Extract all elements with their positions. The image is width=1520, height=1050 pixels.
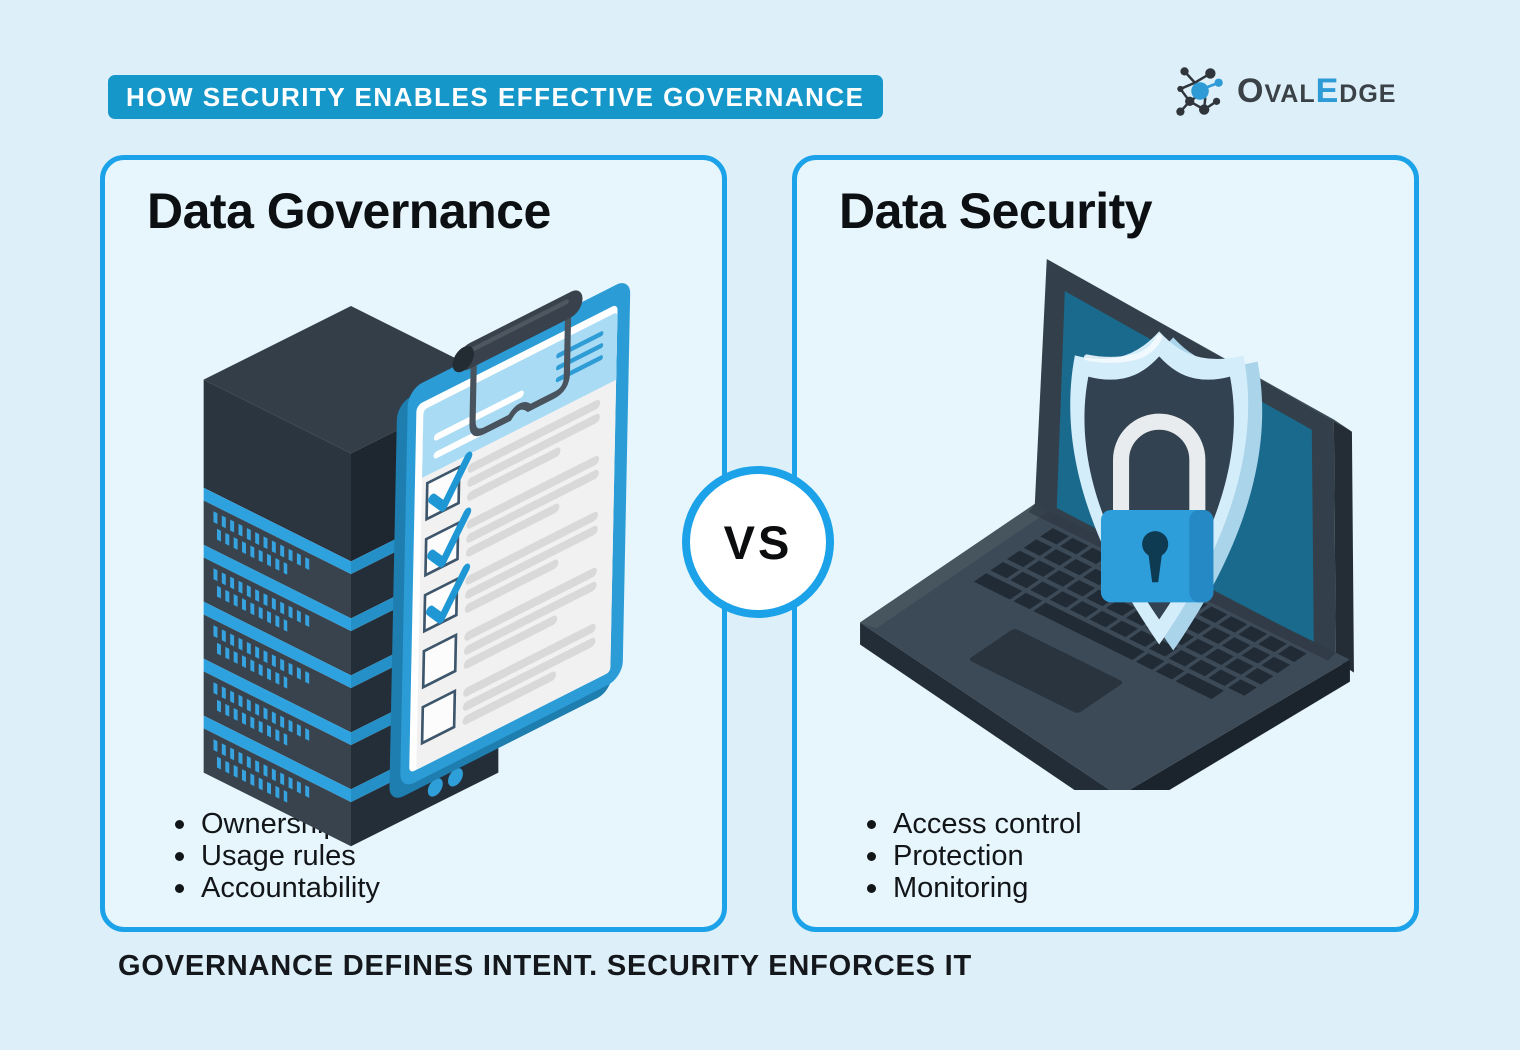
checklist-clipboard-illustration bbox=[389, 283, 631, 798]
list-item: Monitoring bbox=[859, 872, 1082, 904]
tagline: GOVERNANCE DEFINES INTENT. SECURITY ENFO… bbox=[118, 950, 972, 982]
list-item: Accountability bbox=[167, 872, 380, 904]
security-card-title: Data Security bbox=[839, 183, 1153, 239]
headline-banner: HOW SECURITY ENABLES EFFECTIVE GOVERNANC… bbox=[108, 75, 883, 119]
logo-letters: DGE bbox=[1339, 79, 1397, 108]
list-item: Access control bbox=[859, 808, 1082, 840]
governance-card-title: Data Governance bbox=[147, 183, 551, 239]
list-item: Protection bbox=[859, 840, 1082, 872]
security-bullet-list: Access control Protection Monitoring bbox=[859, 808, 1082, 904]
list-item: Usage rules bbox=[167, 840, 380, 872]
governance-bullet-list: Ownership Usage rules Accountability bbox=[167, 808, 380, 904]
shield-lock-icon bbox=[1070, 331, 1263, 651]
logo-letters: VAL bbox=[1264, 79, 1316, 108]
ovaledge-logo: O VAL E DGE bbox=[1168, 60, 1396, 122]
logo-letter-accent: E bbox=[1315, 71, 1340, 110]
logo-letter: O bbox=[1237, 71, 1265, 110]
logo-text: O VAL E DGE bbox=[1237, 72, 1396, 111]
vs-badge: VS bbox=[682, 466, 834, 618]
laptop-illustration bbox=[860, 259, 1354, 791]
ovaledge-network-icon bbox=[1176, 67, 1223, 116]
